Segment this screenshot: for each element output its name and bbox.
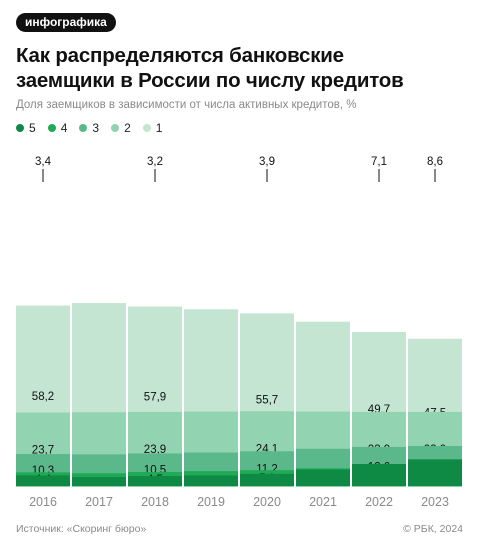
legend-item-3: 3 — [79, 121, 99, 135]
bar-segment-2016-5 — [16, 475, 70, 487]
legend: 5 4 3 2 1 — [16, 121, 162, 135]
data-label-2020-5: 3,9 — [259, 156, 275, 168]
legend-item-4: 4 — [47, 121, 68, 135]
data-label-2016-1: 58,2 — [32, 391, 54, 403]
chart-title-line-2: заемщики в России по числу кредитов — [16, 69, 404, 92]
bar-segment-2021-5 — [296, 469, 350, 487]
x-tick-2018: 2018 — [141, 495, 169, 509]
x-tick-2017: 2017 — [85, 495, 113, 509]
data-label-2023-5: 8,6 — [427, 156, 443, 168]
bar-segment-2020-5 — [240, 473, 294, 487]
source-note: Источник: «Скоринг бюро» — [16, 523, 147, 535]
bar-segment-2018-5 — [128, 476, 182, 487]
data-label-2022-5: 7,1 — [371, 156, 387, 168]
legend-dot-3 — [79, 124, 88, 132]
copyright: © РБК, 2024 — [403, 523, 463, 535]
chart-title-line-1: Как распределяются банковские — [16, 44, 344, 67]
legend-item-5: 5 — [16, 121, 36, 135]
chart-subtitle: Доля заемщиков в зависимости от числа ак… — [16, 99, 357, 111]
data-label-2020-1: 55,7 — [256, 395, 278, 407]
legend-label-2: 2 — [124, 121, 131, 135]
data-label-2016-5: 3,4 — [35, 156, 52, 168]
x-tick-2022: 2022 — [365, 495, 393, 509]
data-label-2018-2: 23,9 — [144, 444, 166, 456]
data-label-2016-2: 23,7 — [32, 444, 54, 456]
legend-dot-4 — [47, 124, 56, 132]
bar-segment-2022-5 — [352, 463, 406, 487]
x-tick-2019: 2019 — [197, 495, 225, 509]
legend-label-4: 4 — [60, 121, 68, 135]
x-tick-2023: 2023 — [421, 495, 449, 509]
legend-item-2: 2 — [111, 121, 131, 135]
legend-item-1: 1 — [142, 121, 163, 135]
bar-segment-2019-5 — [184, 475, 238, 487]
legend-dot-1 — [142, 124, 151, 132]
data-label-2018-5: 3,2 — [147, 156, 163, 168]
data-label-2018-1: 57,9 — [144, 391, 166, 403]
chart-title: Как распределяются банковские заемщики в… — [16, 43, 466, 93]
legend-dot-5 — [16, 124, 24, 132]
x-tick-2020: 2020 — [253, 495, 281, 509]
x-tick-2016: 2016 — [29, 495, 57, 509]
x-tick-2021: 2021 — [309, 495, 337, 509]
legend-dot-2 — [111, 124, 120, 132]
legend-label-3: 3 — [92, 121, 100, 135]
bar-segment-2023-5 — [408, 459, 462, 487]
legend-label-5: 5 — [29, 121, 36, 135]
bar-segment-2017-5 — [72, 477, 126, 487]
legend-label-1: 1 — [155, 121, 163, 135]
infographic-tag: инфографика — [16, 13, 116, 32]
